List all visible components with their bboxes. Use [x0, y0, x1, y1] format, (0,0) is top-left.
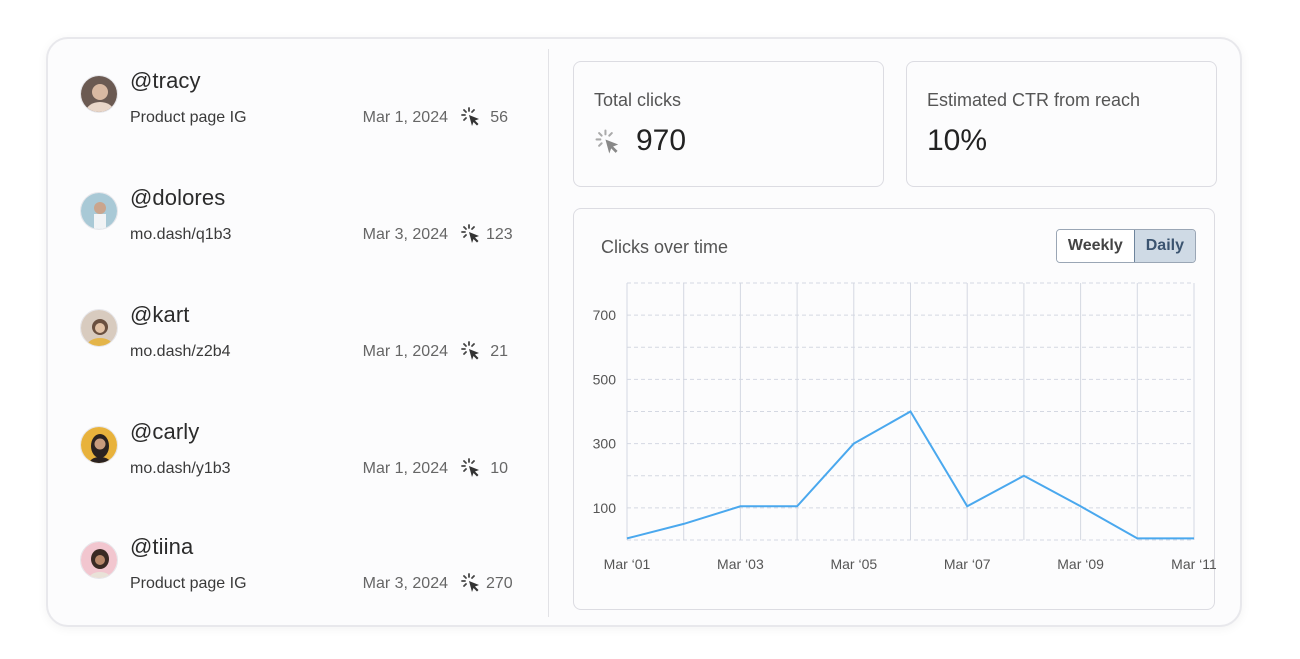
- chart-title: Clicks over time: [601, 237, 729, 257]
- link-source: mo.dash/q1b3: [130, 226, 232, 243]
- avatar: [80, 309, 118, 347]
- x-tick-label: Mar ‘01: [604, 556, 651, 572]
- cursor-click-icon: [461, 107, 479, 126]
- x-tick-label: Mar ‘11: [1171, 556, 1216, 572]
- clicks-series-line: [626, 410, 1194, 540]
- clicks-chart-card: Clicks over time Weekly Daily 100 300 500 7…: [573, 208, 1216, 610]
- avatar: [80, 426, 118, 464]
- link-source: Product page IG: [130, 109, 247, 126]
- ctr-card: Estimated CTR from reach 10%: [906, 61, 1217, 187]
- link-date: Mar 1, 2024: [362, 343, 448, 360]
- list-item[interactable]: @kart mo.dash/z2b4 Mar 1, 2024 21: [80, 302, 508, 372]
- x-tick-label: Mar ‘09: [1057, 556, 1104, 572]
- list-item[interactable]: @dolores mo.dash/q1b3 Mar 3, 2024 123: [80, 185, 513, 255]
- x-tick-label: Mar ‘07: [944, 556, 991, 572]
- y-tick-label: 700: [593, 307, 617, 323]
- x-tick-label: Mar ‘03: [717, 556, 764, 572]
- x-tick-label: Mar ‘05: [830, 556, 877, 572]
- total-clicks-card: Total clicks 970: [573, 61, 884, 187]
- link-source: mo.dash/y1b3: [130, 460, 231, 477]
- cursor-click-icon: [461, 573, 479, 592]
- clicks-line-chart: 100 300 500 700 Mar ‘01 Mar ‘03 Mar ‘05 Mar ‘07…: [593, 282, 1216, 572]
- cursor-click-icon: [461, 224, 479, 243]
- avatar: [80, 75, 118, 113]
- link-date: Mar 1, 2024: [362, 109, 448, 126]
- link-source: Product page IG: [130, 575, 247, 592]
- total-clicks-label: Total clicks: [594, 90, 682, 110]
- avatar: [80, 192, 118, 230]
- list-item[interactable]: @tracy Product page IG Mar 1, 2024 56: [80, 68, 508, 138]
- cursor-click-icon: [461, 458, 479, 477]
- panel-divider: [548, 49, 549, 617]
- click-count: 123: [486, 226, 513, 243]
- cursor-click-icon: [461, 341, 479, 360]
- list-item[interactable]: @tiina Product page IG Mar 3, 2024 270: [80, 534, 513, 604]
- click-count: 21: [490, 343, 508, 360]
- y-tick-label: 500: [593, 371, 617, 387]
- click-count: 56: [490, 109, 508, 126]
- list-item[interactable]: @carly mo.dash/y1b3 Mar 1, 2024 10: [80, 419, 508, 489]
- weekly-toggle-button[interactable]: Weekly: [1056, 230, 1134, 262]
- total-clicks-value: 970: [636, 124, 687, 157]
- user-handle: @carly: [130, 419, 200, 444]
- period-toggle: Weekly Daily: [1055, 229, 1196, 263]
- y-tick-label: 100: [593, 500, 617, 516]
- link-date: Mar 3, 2024: [362, 575, 448, 592]
- avatar: [80, 541, 118, 579]
- cursor-click-icon: [595, 129, 619, 154]
- link-source: mo.dash/z2b4: [130, 343, 231, 360]
- link-clicks-card: @tracy Product page IG Mar 1, 2024 56 @d…: [46, 37, 1242, 627]
- click-count: 10: [490, 460, 508, 477]
- click-count: 270: [486, 575, 513, 592]
- link-date: Mar 1, 2024: [362, 460, 448, 477]
- user-handle: @tracy: [130, 68, 201, 93]
- user-handle: @kart: [130, 302, 190, 327]
- user-handle: @dolores: [130, 185, 226, 210]
- user-handle: @tiina: [130, 534, 194, 559]
- y-tick-label: 300: [593, 436, 617, 452]
- ctr-label: Estimated CTR from reach: [927, 90, 1141, 110]
- ctr-value: 10%: [927, 124, 988, 157]
- daily-toggle-button[interactable]: Daily: [1133, 230, 1195, 262]
- link-date: Mar 3, 2024: [362, 226, 448, 243]
